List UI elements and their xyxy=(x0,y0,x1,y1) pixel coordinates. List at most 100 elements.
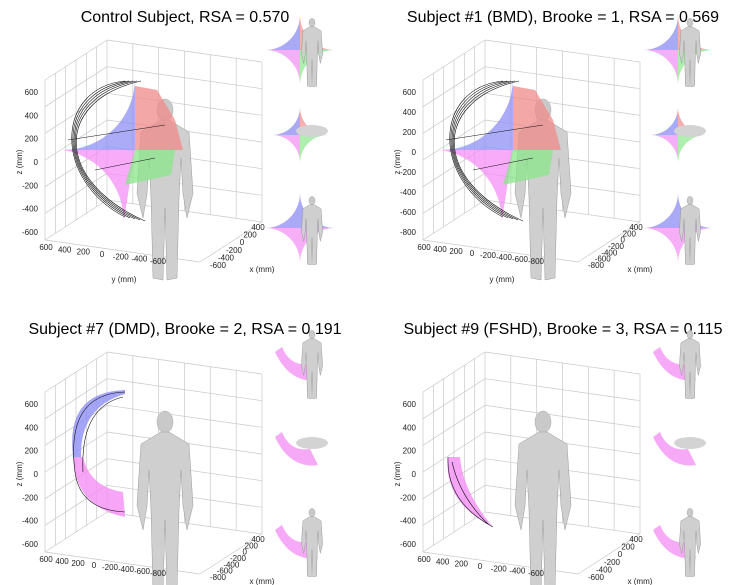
z-tick-label: 0 xyxy=(412,470,417,479)
box-edge xyxy=(44,378,108,419)
thumb-region xyxy=(272,135,300,163)
thumb-region xyxy=(643,50,678,85)
trace xyxy=(447,456,494,528)
y-tick-label: -600 xyxy=(512,255,529,264)
thumb-region xyxy=(265,228,300,263)
y-tick-label: 200 xyxy=(455,560,469,569)
x-tick-label: -600 xyxy=(210,261,227,270)
z-tick-label: 600 xyxy=(25,400,39,409)
x-tick-label: 200 xyxy=(621,543,635,552)
panel: Control Subject, RSA = 0.5706004002000-2… xyxy=(15,9,335,284)
z-tick-label: -400 xyxy=(22,205,39,214)
thumb-body xyxy=(301,26,323,88)
thumb-region xyxy=(643,228,678,263)
y-tick-label: 0 xyxy=(478,562,483,571)
y-tick-label: -400 xyxy=(509,567,526,576)
thumb-body xyxy=(686,196,694,205)
reach-lower xyxy=(441,150,513,222)
trace xyxy=(71,80,126,218)
reach-mid xyxy=(503,150,553,185)
thumb-region xyxy=(678,135,706,163)
y-tick-label: -200 xyxy=(491,564,508,573)
x-tick-label: -400 xyxy=(223,560,240,569)
trace xyxy=(76,80,146,222)
z-tick-label: 0 xyxy=(34,158,39,167)
y-tick-label: 200 xyxy=(77,248,91,257)
y-tick-label: 400 xyxy=(58,245,72,254)
z-tick-label: 400 xyxy=(25,111,39,120)
z-tick-label: -200 xyxy=(400,493,417,502)
z-tick-label: 200 xyxy=(403,128,417,137)
y-tick-label: -800 xyxy=(528,257,545,266)
x-tick-label: 200 xyxy=(243,231,257,240)
thumb-body xyxy=(686,330,694,339)
z-axis-label: z (mm) xyxy=(15,461,24,486)
x-tick-label: 200 xyxy=(623,229,637,238)
x-tick-label: 400 xyxy=(251,223,265,232)
z-tick-label: 0 xyxy=(34,470,39,479)
x-tick-label: -400 xyxy=(601,248,618,257)
x-axis-label: x (mm) xyxy=(628,577,653,585)
y-tick-label: -400 xyxy=(118,565,135,574)
y-tick-label: 200 xyxy=(449,247,463,256)
thumb-region xyxy=(265,50,300,85)
z-tick-label: -400 xyxy=(400,517,417,526)
y-tick-label: 0 xyxy=(100,250,105,259)
z-tick-label: 400 xyxy=(403,423,417,432)
z-tick-label: 200 xyxy=(25,447,39,456)
z-axis-label: z (mm) xyxy=(393,461,402,486)
thumb-region xyxy=(275,432,318,466)
thumb-body xyxy=(296,125,328,137)
body-model xyxy=(514,431,572,585)
x-axis-label: x (mm) xyxy=(250,577,275,585)
z-tick-label: -600 xyxy=(400,540,417,549)
panel: Subject #7 (DMD), Brooke = 2, RSA = 0.19… xyxy=(15,321,342,585)
thumb-region xyxy=(653,432,696,466)
x-tick-label: -800 xyxy=(588,261,605,270)
thumb-region xyxy=(265,15,300,50)
y-axis-label: y (mm) xyxy=(490,275,515,284)
thumb-body xyxy=(674,125,706,137)
x-tick-label: 0 xyxy=(242,548,247,557)
x-tick-label: 0 xyxy=(618,550,623,559)
thumb-region xyxy=(300,135,328,163)
x-axis-label: x (mm) xyxy=(628,265,653,274)
thumb-region xyxy=(643,15,678,50)
panel-title: Subject #9 (FSHD), Brooke = 3, RSA = 0.1… xyxy=(404,321,723,338)
reach-upper xyxy=(441,78,513,150)
body-model xyxy=(534,410,552,434)
thumb-body xyxy=(296,437,328,449)
x-tick-label: -400 xyxy=(218,253,235,262)
panel: Subject #1 (BMD), Brooke = 1, RSA = 0.56… xyxy=(393,9,719,284)
y-tick-label: 400 xyxy=(433,245,447,254)
y-tick-label: -600 xyxy=(150,257,167,266)
x-tick-label: -200 xyxy=(604,558,621,567)
x-tick-label: -400 xyxy=(596,565,613,574)
x-tick-label: -200 xyxy=(226,246,243,255)
thumb-region xyxy=(643,193,678,228)
y-tick-label: 600 xyxy=(39,243,53,252)
z-tick-label: -200 xyxy=(22,181,39,190)
y-tick-label: 200 xyxy=(71,559,85,568)
panel-title: Subject #1 (BMD), Brooke = 1, RSA = 0.56… xyxy=(407,9,719,26)
z-tick-label: -400 xyxy=(22,517,39,526)
z-axis-label: z (mm) xyxy=(393,149,402,174)
x-tick-label: -600 xyxy=(588,573,605,582)
trace xyxy=(449,80,504,218)
y-tick-label: 0 xyxy=(470,249,475,258)
z-tick-label: 200 xyxy=(403,447,417,456)
thumb-body xyxy=(301,516,323,578)
reach-lower xyxy=(447,457,493,527)
y-tick-label: 0 xyxy=(92,561,97,570)
y-tick-label: -200 xyxy=(102,563,119,572)
reach-upper xyxy=(72,390,125,457)
z-tick-label: 0 xyxy=(412,148,417,157)
y-tick-label: -200 xyxy=(480,251,497,260)
x-tick-label: -600 xyxy=(595,255,612,264)
y-tick-label: 400 xyxy=(55,557,69,566)
box-edge xyxy=(199,533,263,575)
x-tick-label: -800 xyxy=(210,573,227,582)
y-tick-label: -400 xyxy=(496,253,513,262)
z-tick-label: 600 xyxy=(403,88,417,97)
thumb-body xyxy=(308,196,316,205)
